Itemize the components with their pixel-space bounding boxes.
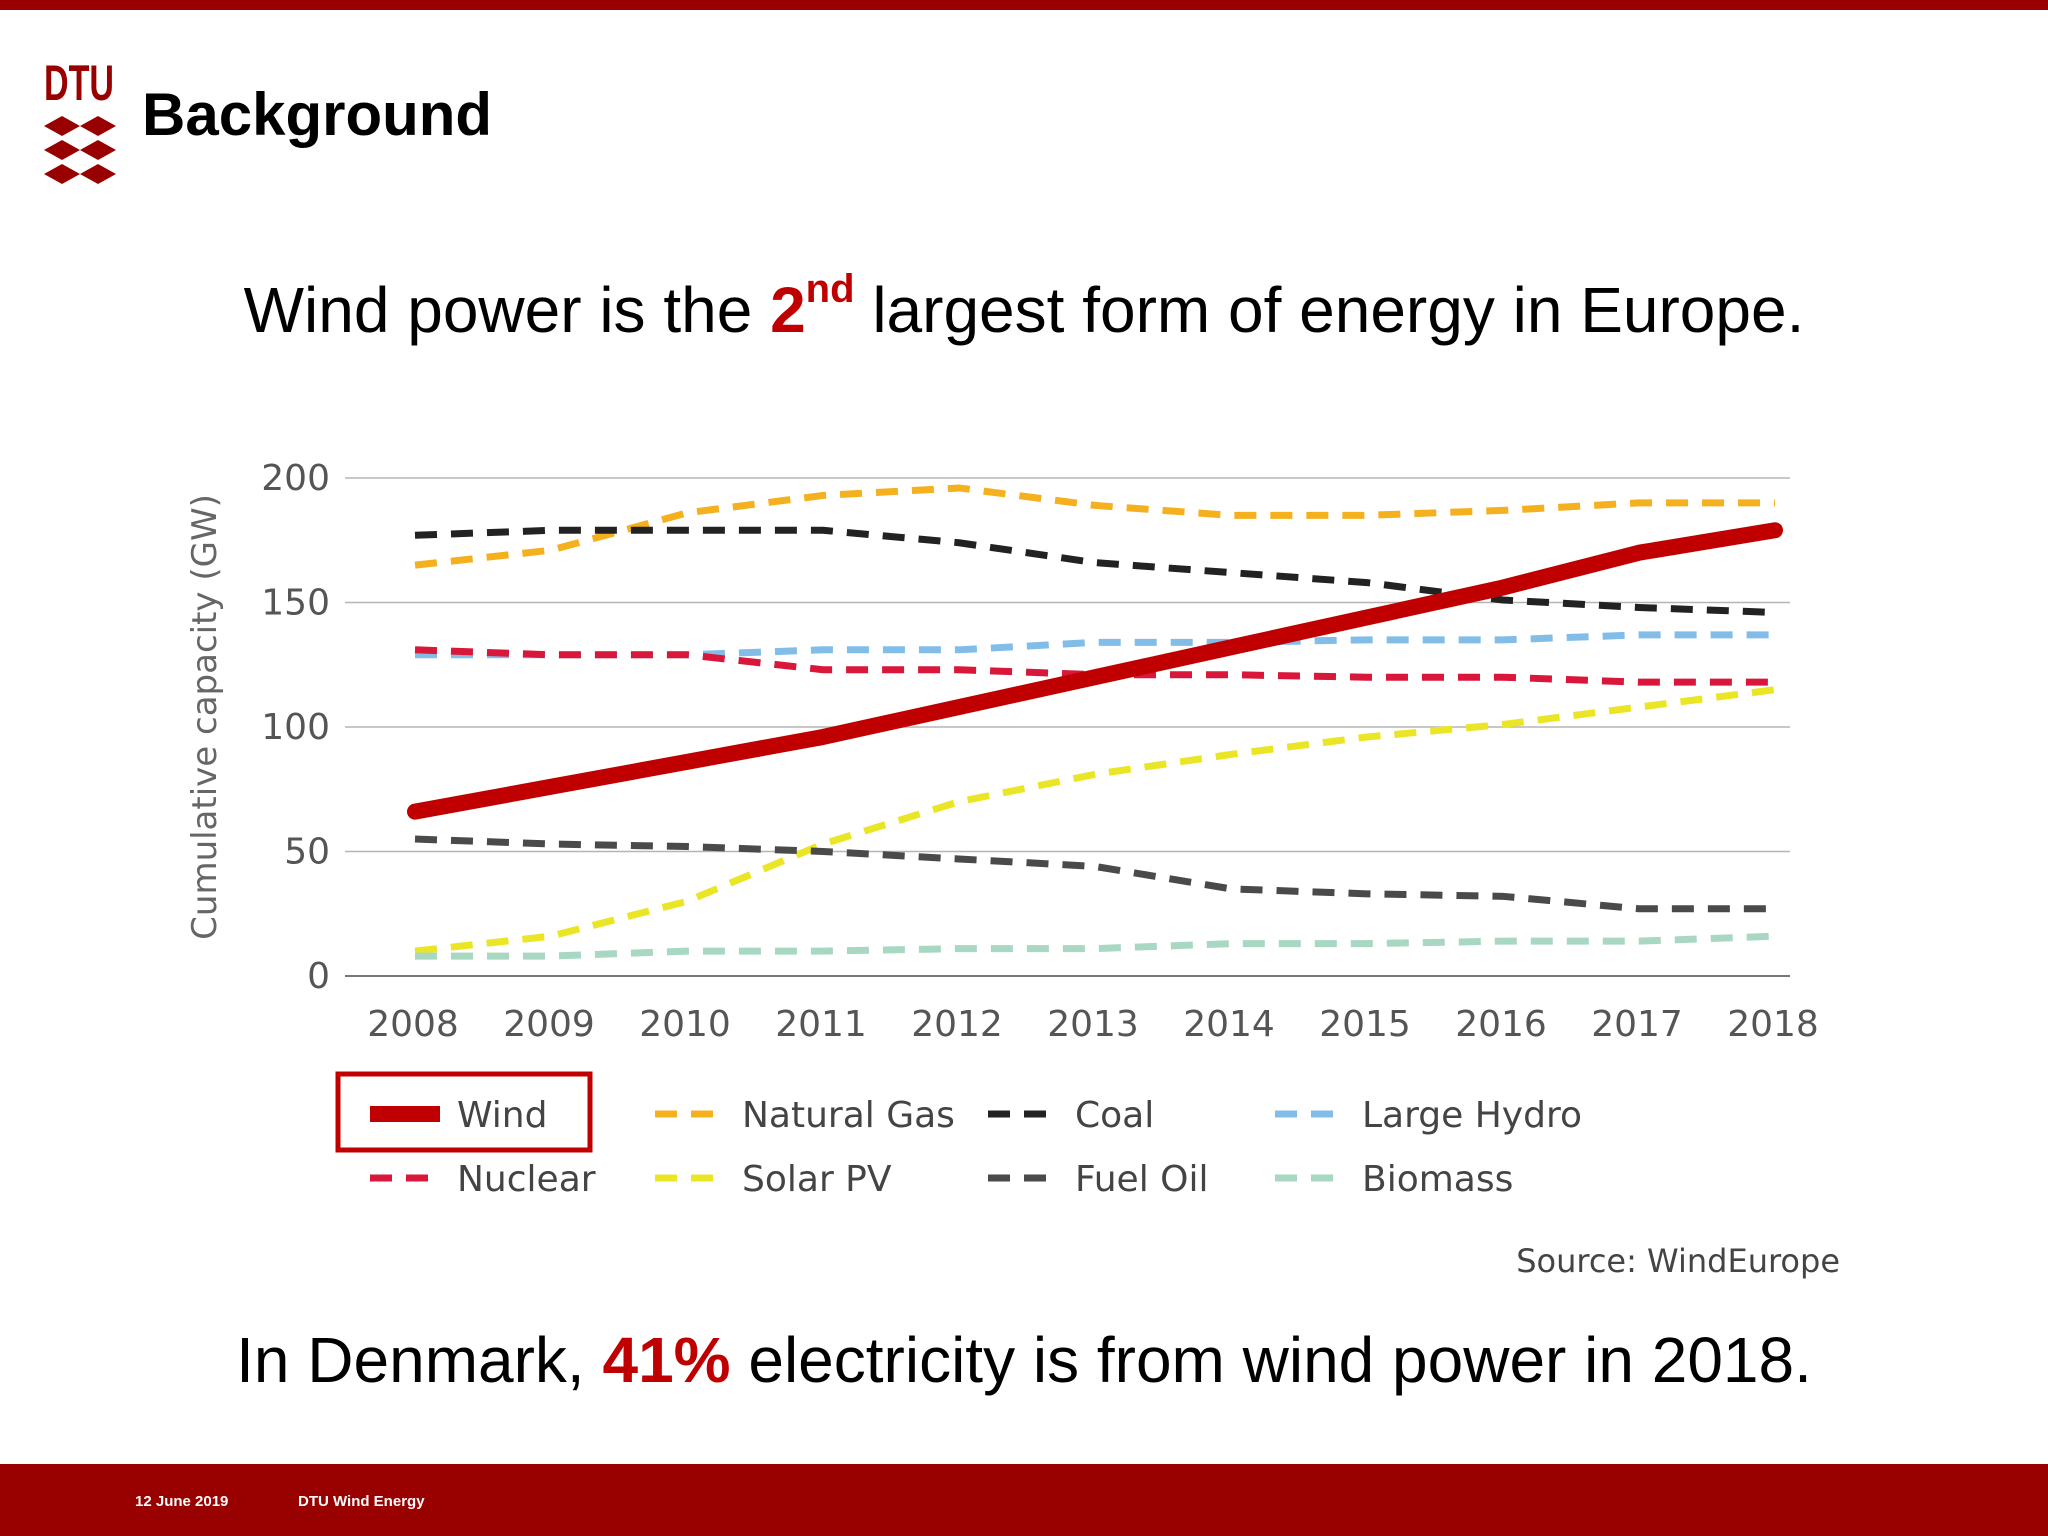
x-tick-label: 2012 xyxy=(911,1004,1003,1045)
y-tick-label: 50 xyxy=(284,832,330,873)
x-tick-label: 2014 xyxy=(1183,1004,1275,1045)
series-line-nuclear xyxy=(414,646,1775,686)
y-tick-label: 100 xyxy=(261,707,330,748)
footer-bar: 12 June 2019 DTU Wind Energy xyxy=(0,1464,2048,1536)
legend-label-coal: Coal xyxy=(1075,1095,1154,1136)
legend-label-natural-gas: Natural Gas xyxy=(742,1095,955,1136)
headline-top-after: largest form of energy in Europe. xyxy=(854,274,1805,346)
headline-top-highlight: 2nd xyxy=(770,269,854,346)
headline-bottom-after: electricity is from wind power in 2018. xyxy=(730,1324,1812,1396)
headline-bottom-before: In Denmark, xyxy=(236,1324,603,1396)
legend-highlight-box xyxy=(335,1071,593,1153)
legend-label-wind: Wind xyxy=(457,1095,547,1136)
y-tick-label: 0 xyxy=(307,956,330,997)
legend-label-biomass: Biomass xyxy=(1362,1159,1513,1200)
footer-department: DTU Wind Energy xyxy=(298,1493,425,1510)
y-tick-label: 150 xyxy=(261,583,330,624)
series-line-coal xyxy=(414,526,1776,616)
x-tick-label: 2009 xyxy=(503,1004,595,1045)
series-line-wind xyxy=(407,522,1783,820)
legend-label-nuclear: Nuclear xyxy=(457,1159,596,1200)
series-line-fuel-oil xyxy=(414,835,1775,913)
chart-grid xyxy=(345,477,1790,977)
series-line-solar-pv xyxy=(414,686,1776,955)
legend-label-large-hydro: Large Hydro xyxy=(1362,1095,1582,1136)
series-line-biomass xyxy=(415,932,1776,960)
x-tick-label: 2015 xyxy=(1319,1004,1411,1045)
y-axis-ticks: 0 50 100 150 200 xyxy=(261,458,330,997)
x-tick-label: 2017 xyxy=(1591,1004,1683,1045)
capacity-chart-svg: 0 50 100 150 200 2008 2009 2010 2011 2012 2013 201… xyxy=(185,458,1840,1280)
footer-date: 12 June 2019 xyxy=(135,1493,229,1510)
capacity-chart: 0 50 100 150 200 2008 2009 2010 2011 2012 2013 201… xyxy=(180,390,1880,1300)
chart-legend: Wind Natural Gas Coal Large Hydro Nuclear Sol… xyxy=(335,1071,1582,1200)
legend-label-fuel-oil: Fuel Oil xyxy=(1075,1159,1209,1200)
slide-title: Background xyxy=(142,81,493,148)
y-axis-label: Cumulative capacity (GW) xyxy=(185,494,225,940)
headline-top-rank: 2 xyxy=(770,274,806,346)
x-tick-label: 2011 xyxy=(775,1004,867,1045)
top-brand-bar xyxy=(0,0,2048,10)
headline-top-before: Wind power is the xyxy=(243,274,771,346)
legend-label-solar-pv: Solar PV xyxy=(742,1159,892,1200)
chart-source: Source: WindEurope xyxy=(1516,1242,1840,1280)
x-tick-label: 2013 xyxy=(1047,1004,1139,1045)
dtu-logo: DTU xyxy=(44,55,116,184)
series-line-large-hydro xyxy=(415,631,1775,659)
x-tick-label: 2016 xyxy=(1455,1004,1547,1045)
headline-top-ordinal: nd xyxy=(805,266,855,311)
x-tick-label: 2008 xyxy=(367,1004,459,1045)
chart-series xyxy=(407,484,1783,960)
headline-bottom-highlight: 41% xyxy=(602,1324,731,1396)
x-axis-ticks: 2008 2009 2010 2011 2012 2013 2014 2015 2016 2017… xyxy=(367,1004,1819,1045)
x-tick-label: 2010 xyxy=(639,1004,731,1045)
y-tick-label: 200 xyxy=(261,458,330,499)
series-line-natural-gas xyxy=(414,484,1775,569)
headline-top: Wind power is the 2nd largest form of en… xyxy=(0,269,2048,348)
x-tick-label: 2018 xyxy=(1727,1004,1819,1045)
headline-bottom: In Denmark, 41% electricity is from wind… xyxy=(0,1322,2048,1398)
dtu-logo-text: DTU xyxy=(44,55,114,111)
